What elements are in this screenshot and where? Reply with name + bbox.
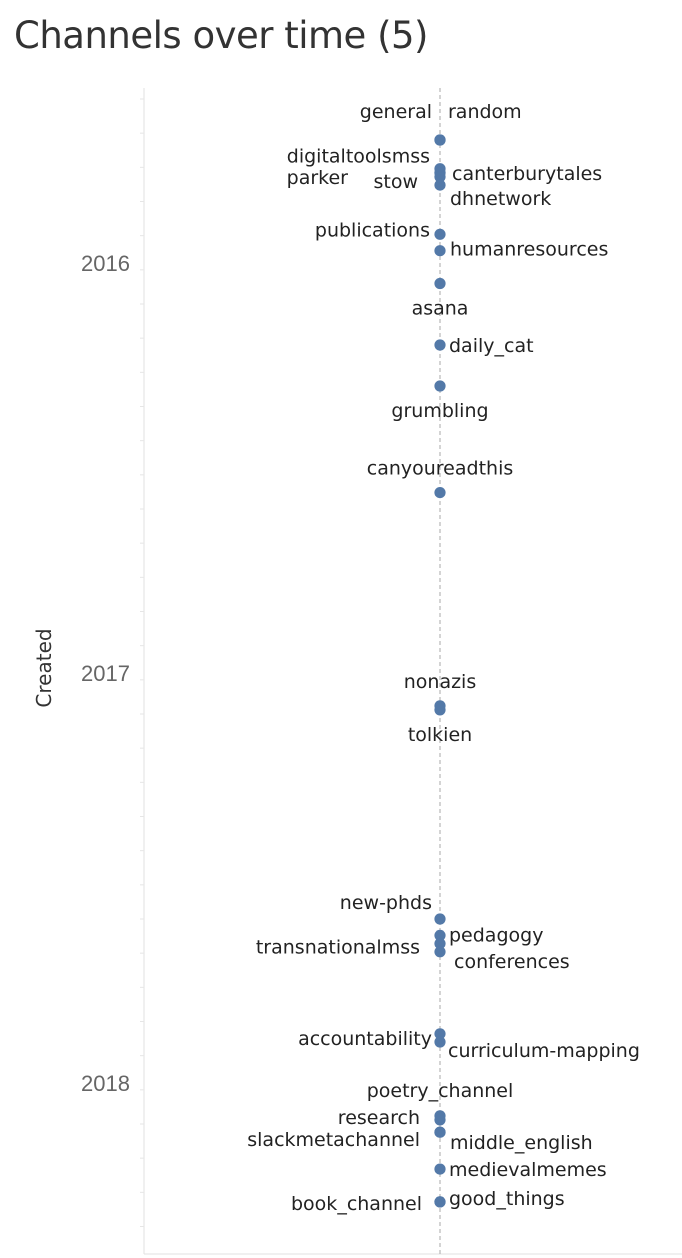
data-points [434,134,446,1208]
data-point [434,171,446,183]
data-point [434,1114,446,1126]
data-label: good_things [449,1188,565,1210]
data-label: tolkien [408,724,472,746]
data-point [434,245,446,257]
data-label: canyoureadthis [367,458,514,480]
data-label: transnationalmss [256,937,420,959]
data-label: pedagogy [449,924,543,946]
data-label: middle_english [450,1132,593,1154]
data-point [434,704,446,716]
data-point [434,1036,446,1048]
data-point [434,179,446,191]
data-label: asana [412,298,469,320]
data-label: grumbling [391,400,488,422]
data-label: conferences [454,951,570,973]
data-point [434,277,446,290]
data-point [434,938,446,950]
data-label: curriculum-mapping [448,1040,640,1062]
data-label: dhnetwork [450,188,551,210]
data-label: slackmetachannel [247,1129,420,1151]
data-point [434,946,446,958]
data-point [434,1163,446,1175]
data-label: stow [373,171,418,193]
data-label: new-phds [340,892,432,914]
data-label: general [360,101,432,123]
data-label: research [338,1107,420,1129]
data-label: book_channel [291,1193,422,1215]
data-label: random [448,101,522,123]
y-tick-label: 2016 [81,251,130,276]
data-label: digitaltoolsmss [287,146,430,168]
data-point [434,1126,446,1138]
data-point [434,134,446,146]
minor-ticks [140,98,144,1227]
data-label: medievalmemes [449,1159,607,1181]
data-label: publications [315,219,430,241]
data-point [434,913,446,925]
data-label: canterburytales [452,163,602,185]
data-point [434,380,446,392]
data-point [434,929,446,942]
data-point [434,487,446,499]
y-tick-labels: 2016 2017 2018 [81,251,130,1096]
data-point [434,1196,446,1208]
data-label: poetry_channel [367,1080,514,1102]
data-labels: general random digitaltoolsmss canterburyta… [247,101,640,1215]
data-label: nonazis [404,671,477,693]
data-point [434,1028,446,1040]
data-label: humanresources [450,239,608,261]
y-tick-label: 2018 [81,1071,130,1096]
data-point [434,228,446,240]
chart-title: Channels over time (5) [14,14,428,57]
y-tick-label: 2017 [81,661,130,686]
data-label: accountability [298,1028,432,1050]
data-label: parker [287,167,349,189]
data-point [434,339,446,351]
data-label: daily_cat [449,335,534,357]
